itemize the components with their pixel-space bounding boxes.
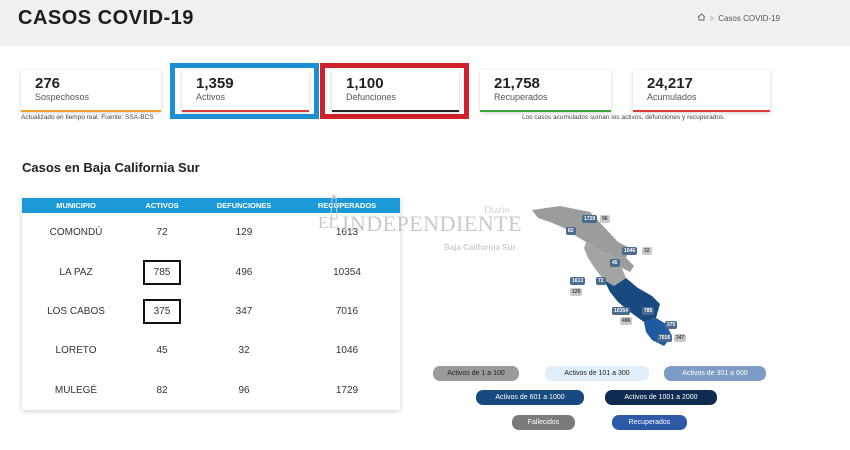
stat-card-acumulados: 24,217 Acumulados — [633, 70, 770, 112]
legend-activos-1001-2000: Activos de 1001 a 2000 — [605, 390, 717, 405]
breadcrumb-current: Casos COVID-19 — [718, 13, 780, 23]
cell-activos: 72 — [156, 227, 168, 239]
table-row: LA PAZ 785 496 10354 — [22, 252, 400, 291]
municipios-table: MUNICIPIO ACTIVOS DEFUNCIONES RECUPERADO… — [22, 198, 400, 410]
map-label: 96 — [600, 215, 610, 223]
legend-fallecidos: Fallecidos — [512, 415, 575, 430]
cell-defunciones: 32 — [238, 345, 250, 357]
table-header: MUNICIPIO ACTIVOS DEFUNCIONES RECUPERADO… — [22, 198, 400, 213]
map-label: 72 — [596, 277, 606, 285]
legend-activos-101-300: Activos de 101 a 300 — [545, 366, 649, 381]
cell-defunciones: 129 — [235, 227, 253, 239]
activos-highlight-frame — [170, 63, 319, 119]
lighthouse-icon — [330, 195, 338, 220]
cell-municipio: MULEGÉ — [54, 384, 98, 396]
column-header-municipio: MUNICIPIO — [56, 201, 96, 210]
legend-activos-301-600: Activos de 301 a 600 — [664, 366, 766, 381]
cell-recuperados: 1729 — [335, 384, 359, 396]
map-label: 375 — [665, 321, 678, 329]
map-label: 1613 — [570, 277, 586, 285]
breadcrumb-separator: > — [709, 13, 715, 23]
stat-label: Sospechosos — [35, 92, 90, 102]
map-label: 129 — [570, 288, 583, 296]
stat-bar — [480, 110, 611, 112]
stat-label: Defunciones — [346, 92, 397, 102]
map-label: 45 — [610, 259, 620, 267]
home-icon[interactable] — [697, 13, 706, 23]
stat-bar — [633, 110, 770, 112]
page-title: CASOS COVID-19 — [18, 7, 194, 29]
defunciones-highlight-frame — [320, 63, 469, 119]
cell-recuperados: 10354 — [333, 266, 361, 278]
stat-card-recuperados: 21,758 Recuperados — [480, 70, 611, 112]
table-row: MULEGÉ 82 96 1729 — [22, 371, 400, 410]
table-row: COMONDÚ 72 129 1613 — [22, 213, 400, 252]
watermark-name: INDEPENDIENTE — [342, 211, 523, 236]
update-note: Actualizado en tiempo real. Fuente: SSA-… — [21, 114, 154, 121]
map-mulege — [532, 206, 630, 258]
cell-recuperados: 7016 — [335, 305, 359, 317]
stat-card-activos: 1,359 Activos — [182, 70, 309, 112]
watermark-region: Baja California Sur — [444, 243, 516, 252]
stat-value: 24,217 — [647, 75, 693, 92]
watermark-diario: Diario — [484, 205, 510, 216]
stat-label: Acumulados — [647, 92, 697, 102]
map-label: 785 — [642, 307, 655, 315]
section-title: Casos en Baja California Sur — [22, 160, 200, 175]
map-label: 1046 — [622, 247, 638, 255]
watermark-el: EL — [318, 213, 339, 232]
map-label: 347 — [674, 334, 687, 342]
map-label: 32 — [642, 247, 652, 255]
column-header-defunciones: DEFUNCIONES — [216, 201, 272, 210]
bcs-map: 1729 96 82 1046 32 45 1613 72 129 10354 … — [530, 200, 740, 350]
stat-value: 1,359 — [196, 75, 234, 92]
table-row: LORETO 45 32 1046 — [22, 331, 400, 370]
cell-activos-wrap: 375 — [130, 298, 194, 324]
legend-activos-1-100: Activos de 1 a 100 — [433, 366, 519, 381]
map-comondu — [584, 242, 626, 286]
column-header-activos: ACTIVOS — [145, 201, 179, 210]
stat-value: 1,100 — [346, 75, 384, 92]
cell-defunciones: 496 — [235, 266, 253, 278]
legend-activos-601-1000: Activos de 601 a 1000 — [476, 390, 584, 405]
stat-bar — [21, 110, 161, 112]
cell-activos: 45 — [156, 345, 168, 357]
newspaper-watermark: EL INDEPENDIENTE Diario Baja California … — [318, 194, 533, 260]
stat-bar — [182, 110, 309, 112]
column-header-recuperados: RECUPERADOS — [317, 201, 377, 210]
map-label: 7016 — [657, 334, 673, 342]
acumulados-note: Los casos acumulados suman los activos, … — [522, 114, 726, 121]
map-label: 1729 — [582, 215, 598, 223]
stat-value: 21,758 — [494, 75, 540, 92]
cell-recuperados: 1046 — [335, 345, 359, 357]
cell-defunciones: 347 — [235, 305, 253, 317]
cell-activos-wrap: 785 — [130, 259, 194, 285]
cell-municipio: LOS CABOS — [47, 305, 105, 317]
cell-municipio: LA PAZ — [59, 266, 93, 278]
cell-activos: 82 — [156, 384, 168, 396]
map-label: 82 — [566, 227, 576, 235]
stat-bar — [332, 110, 459, 112]
cell-recuperados: 1613 — [335, 227, 359, 239]
page-header: CASOS COVID-19 > Casos COVID-19 — [0, 0, 850, 46]
legend-recuperados: Recuperados — [612, 415, 687, 430]
cell-municipio: LORETO — [55, 345, 97, 357]
stat-card-sospechosos: 276 Sospechosos — [21, 70, 161, 112]
map-label: 10354 — [612, 307, 630, 315]
bcs-map-shape — [532, 206, 672, 346]
cell-defunciones: 96 — [238, 384, 250, 396]
cell-activos-highlighted: 375 — [143, 298, 181, 324]
breadcrumb: > Casos COVID-19 — [697, 13, 780, 23]
table-row: LOS CABOS 375 347 7016 — [22, 292, 400, 331]
stat-card-defunciones: 1,100 Defunciones — [332, 70, 459, 112]
cell-activos-highlighted: 785 — [143, 259, 181, 285]
cell-municipio: COMONDÚ — [49, 227, 103, 239]
stat-label: Recuperados — [494, 92, 548, 102]
map-label: 496 — [620, 317, 633, 325]
stat-label: Activos — [196, 92, 226, 102]
stat-value: 276 — [35, 75, 61, 92]
